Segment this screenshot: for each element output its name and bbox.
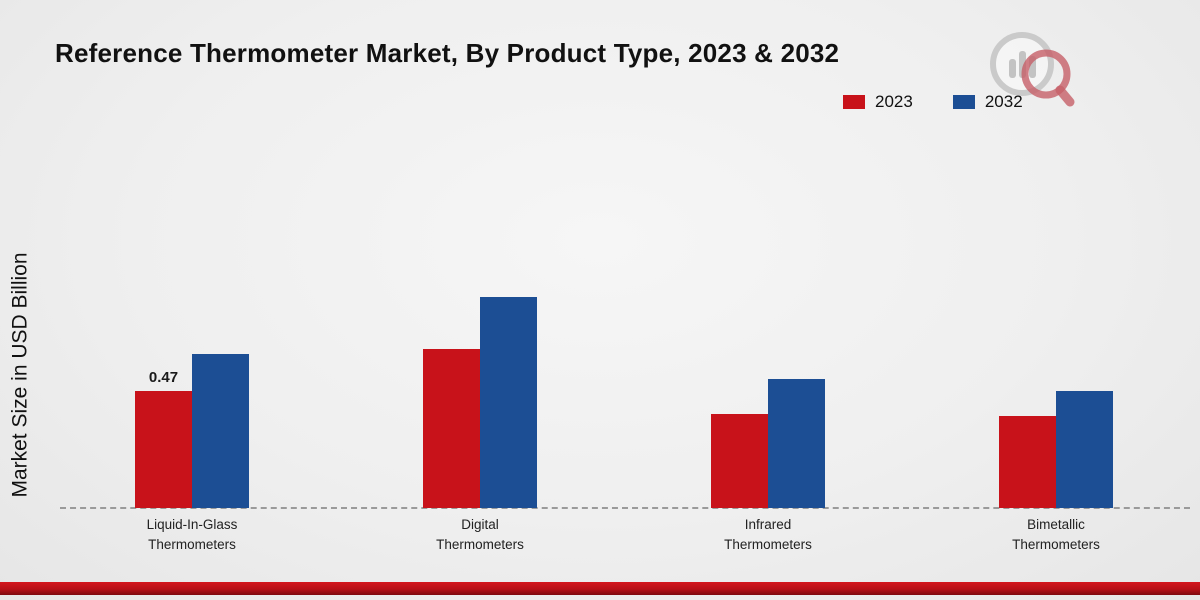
legend-item-2032: 2032	[952, 92, 1023, 112]
legend-label-2032: 2032	[984, 92, 1023, 111]
bar-2032-group-2	[480, 297, 537, 508]
legend: 2023 2032	[843, 92, 1023, 112]
bar-2023-group-4	[999, 416, 1056, 508]
bar-2032-group-3	[768, 379, 825, 508]
bar-value-label: 0.47	[148, 369, 179, 386]
legend-swatch-2023	[843, 95, 865, 109]
bar-2023-group-2	[423, 349, 480, 508]
legend-swatch-2032	[952, 95, 975, 109]
bar-2023-group-3	[711, 414, 768, 508]
logo-icon	[990, 32, 1075, 107]
category-label: Bimetallic Thermometers	[1012, 517, 1100, 553]
bar-2032-group-4	[1056, 391, 1113, 508]
y-axis-label: Market Size in USD Billion	[9, 252, 32, 498]
brand-logo-watermark	[988, 26, 1080, 123]
bar-2032-group-1	[192, 354, 249, 508]
category-label: Digital Thermometers	[436, 517, 524, 553]
bottom-red-banner	[0, 582, 1200, 595]
x-axis-baseline	[60, 507, 1190, 509]
chart-title: Reference Thermometer Market, By Product…	[55, 38, 840, 68]
legend-label-2023: 2023	[875, 92, 913, 111]
category-label: Infrared Thermometers	[724, 517, 812, 553]
legend-item-2023: 2023	[843, 92, 913, 112]
category-label: Liquid-In-Glass Thermometers	[146, 517, 238, 553]
bar-2023-group-1	[135, 391, 192, 508]
y-axis-label-wrap: Market Size in USD Billion	[0, 160, 42, 590]
